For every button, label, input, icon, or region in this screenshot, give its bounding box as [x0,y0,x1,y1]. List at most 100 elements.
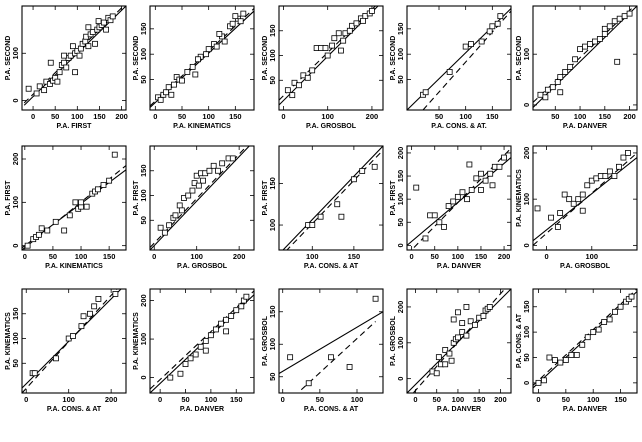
data-point [309,67,316,74]
plot-frame [278,5,384,111]
data-point [165,84,172,91]
y-axis-label: P.A. SECOND [390,36,397,81]
data-point [557,89,564,96]
data-point [473,175,480,182]
data-point [95,296,102,302]
x-tick-label: 0 [281,395,285,404]
data-point [551,357,558,363]
data-point [202,338,209,344]
x-tick-label: 200 [105,395,118,404]
data-point [568,352,575,358]
y-axis-label: P.A. FIRST [262,180,269,216]
data-point [459,320,466,326]
panel-9: 0 50 100 150 200 0 50 100 150 200 P.A. DANVER P.A. … [390,145,512,270]
data-point [463,304,470,310]
y-tick-label: 50 [396,75,405,83]
x-tick-label: 50 [435,112,443,121]
fit-line-dashed [22,289,118,393]
y-tick-label: 200 [522,147,531,160]
data-point [53,355,59,362]
data-point [455,334,461,341]
data-point [213,43,220,50]
data-point [106,177,113,184]
x-axis-label: P.A. CONS. & AT [304,263,359,270]
data-point [189,187,196,194]
fit-line-solid [533,157,637,242]
y-tick-label: 150 [139,165,148,178]
y-axis-label: P.A. KINEMATICS [516,169,523,227]
data-point [322,45,329,51]
data-point [203,51,209,58]
x-axis-label: P.A. CONS. & AT [47,406,102,413]
x-tick-label: 50 [181,395,189,404]
data-point [338,213,345,220]
data-point [611,18,618,25]
data-point [167,374,174,381]
data-point [335,30,342,37]
plot-frame [278,288,384,394]
x-tick-label: 100 [351,395,364,404]
fit-line-solid [282,146,383,250]
data-point [284,87,291,94]
data-point [579,341,586,348]
data-point [70,333,76,339]
data-point [353,20,360,27]
data-point [620,154,627,161]
data-point [47,59,54,66]
data-point [334,201,341,208]
x-tick-label: 0 [31,112,35,121]
data-point [189,63,196,70]
data-point [238,303,245,310]
x-tick-label: 100 [202,112,215,121]
data-point [44,227,51,234]
y-tick-label: 200 [396,147,405,160]
data-point [78,199,84,206]
data-point [85,24,92,31]
data-point [466,161,473,168]
data-point [422,89,429,96]
data-point [431,212,438,219]
x-tick-label: 100 [205,395,218,404]
data-point [182,361,189,368]
data-point [346,27,353,34]
data-point [350,176,357,183]
data-point [177,370,184,377]
x-axis-label: P.A. DANVER [563,123,607,130]
data-point [486,28,493,35]
data-point [442,361,449,368]
data-point [195,182,202,189]
panel-14: 0 50 100 150 200 0 100 200 P.A. DANVER P.A. GROSB… [390,288,512,413]
panel-5: 50 100 150 200 0 100 P.A. DANVER P.A. SECOND [516,5,638,130]
data-point [562,357,569,363]
data-point [36,83,43,90]
data-point [584,182,591,189]
data-point [602,173,609,179]
data-point [287,354,294,361]
data-point [577,46,583,53]
data-point [448,357,455,364]
data-point [446,350,453,357]
data-point [229,155,236,162]
x-tick-label: 100 [587,395,600,404]
data-point [103,26,109,33]
y-axis-label: P.A. GROSBOL [262,315,269,366]
data-point [219,160,226,167]
data-point [184,69,191,75]
x-tick-label: 100 [452,395,465,404]
data-point [616,163,622,170]
data-point [601,319,608,325]
x-axis-label: P.A. KINEMATICS [45,263,103,270]
data-point [478,170,484,177]
data-point [478,187,484,193]
plot-frame [21,288,127,394]
data-point [94,186,101,193]
panel-10: 0 100 0 100 200 P.A. GROSBOL P.A. KINEMATICS [516,145,638,270]
panel-13: 0 50 100 50 100 150 P.A. CONS. & AT P.A. GROSBO… [262,288,384,413]
data-point [66,212,73,219]
y-tick-label: 150 [396,170,405,183]
data-point [612,308,619,315]
data-point [331,35,338,42]
data-point [218,320,224,327]
y-tick-label: 50 [11,359,20,367]
